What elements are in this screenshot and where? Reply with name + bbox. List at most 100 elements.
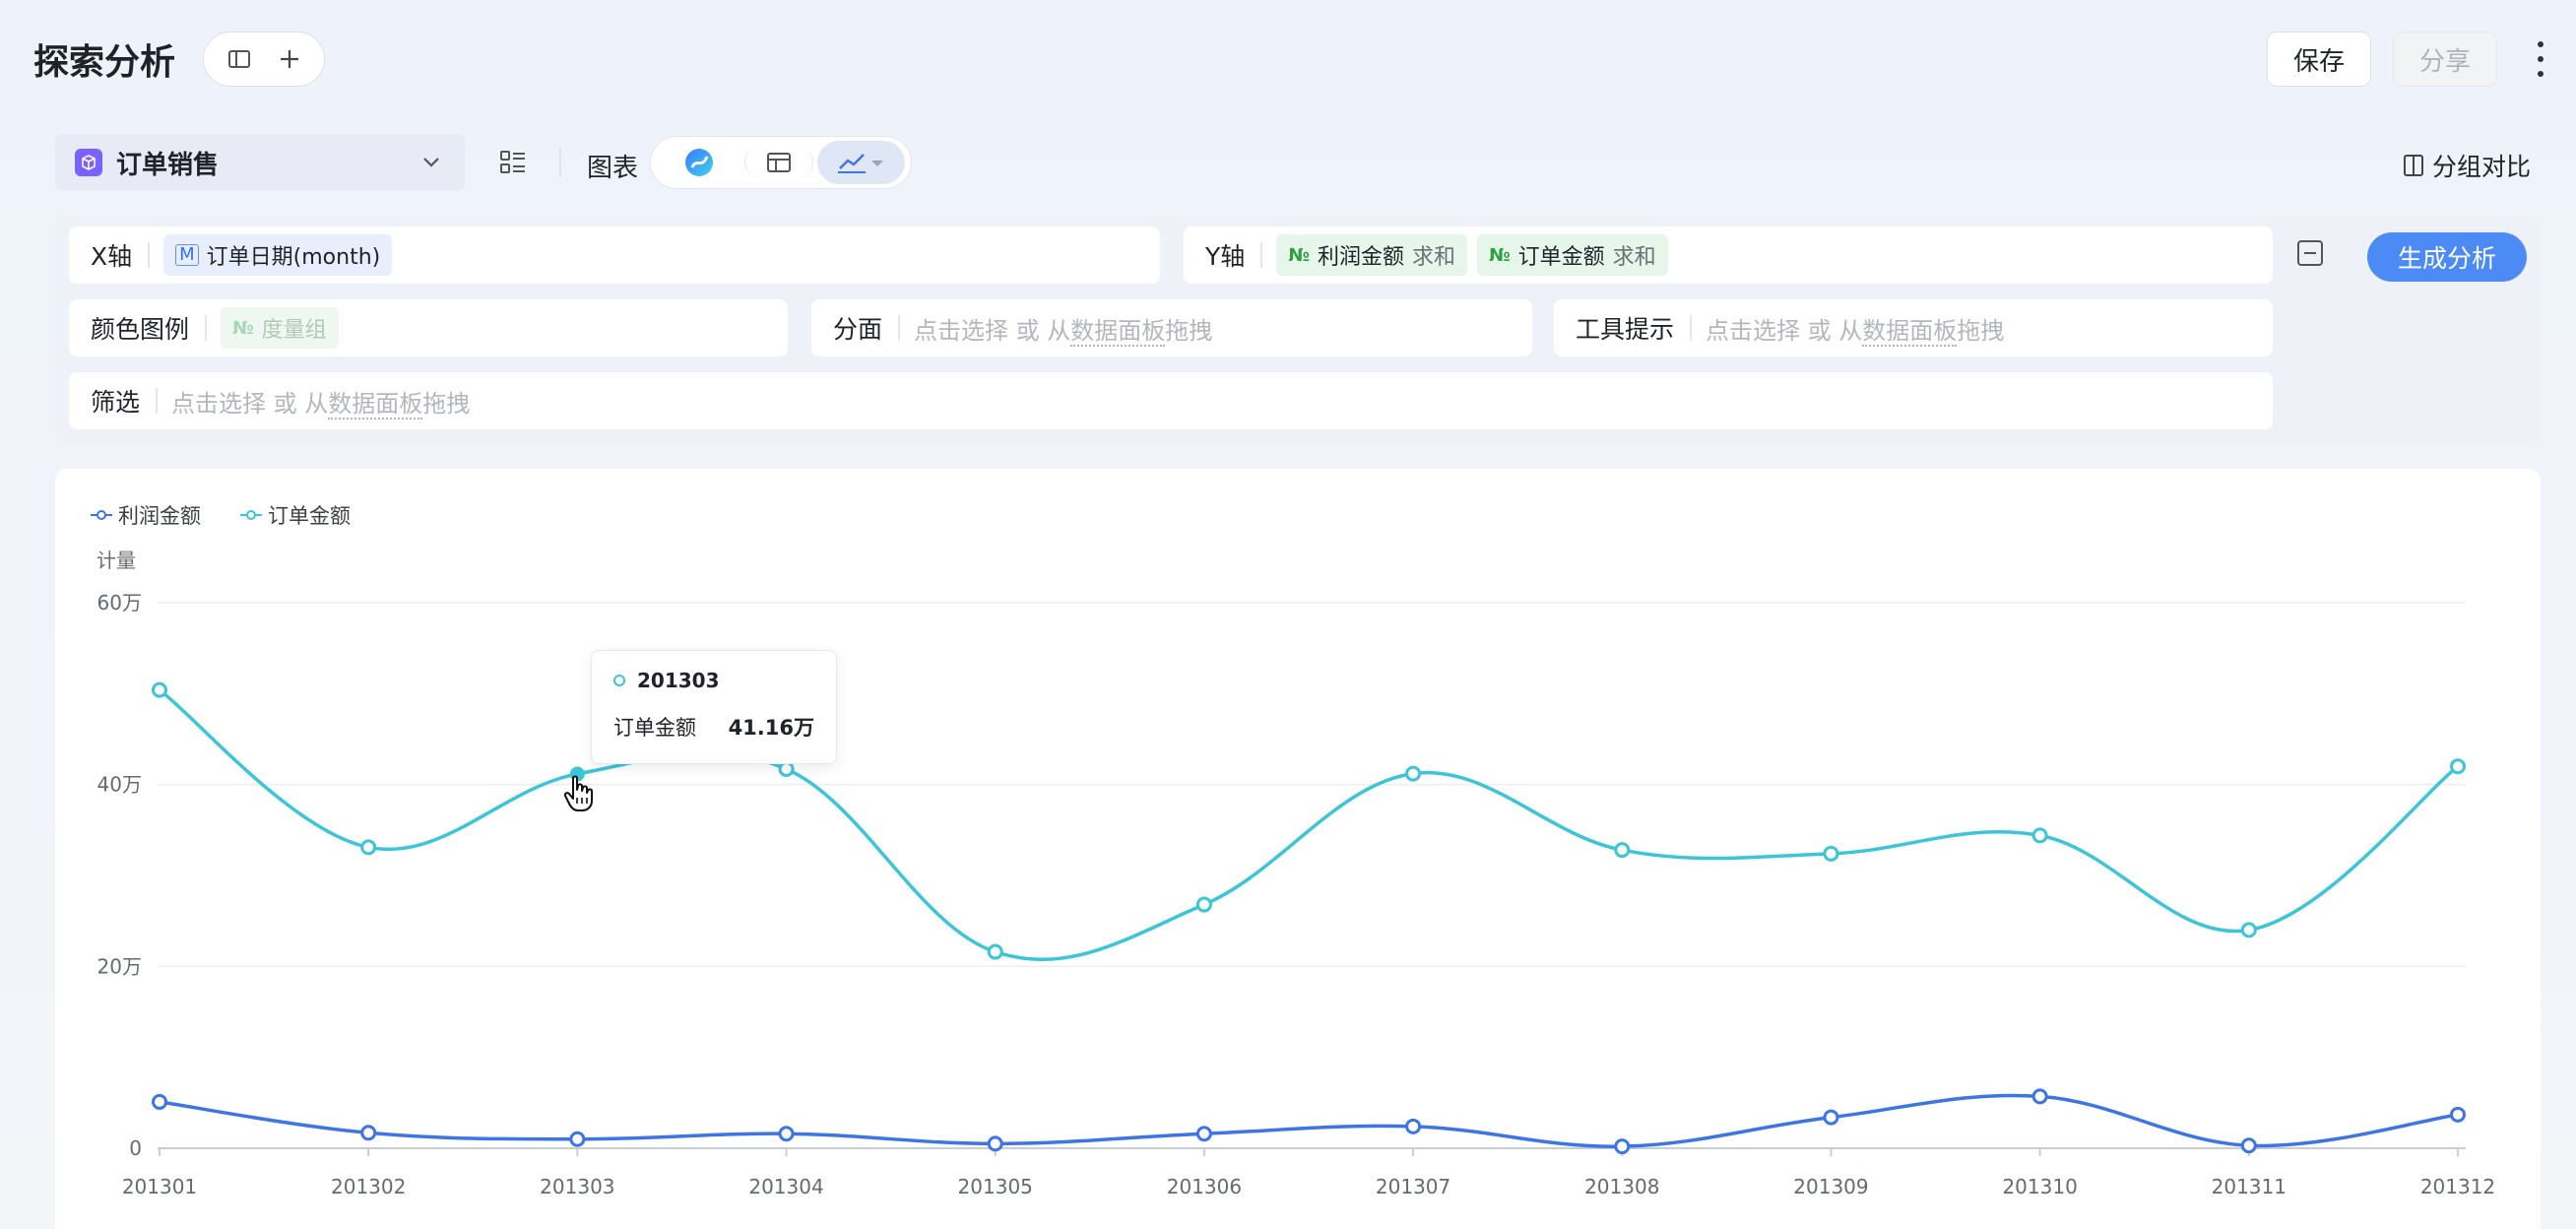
- y-tick-label: 40万: [97, 773, 142, 797]
- field-divider: [205, 315, 208, 341]
- title-tools: [203, 32, 325, 87]
- facet-field[interactable]: 分面 点击选择 或 从数据面板拖拽: [811, 299, 1532, 356]
- tooltip-placeholder: 点击选择 或 从数据面板拖拽: [1706, 316, 2005, 347]
- table-icon[interactable]: [744, 148, 813, 177]
- number-tag-icon: №: [232, 317, 254, 339]
- legend-label: 订单金额: [268, 504, 351, 528]
- x-tick-label: 201308: [1584, 1175, 1659, 1198]
- data-point: [987, 1135, 1003, 1152]
- data-point: [2240, 1137, 2257, 1154]
- x-tick-label: 201311: [2212, 1175, 2286, 1198]
- y-axis-field[interactable]: Y轴 № 利润金额 求和 № 订单金额 求和: [1184, 226, 2273, 284]
- data-point: [1405, 1118, 1422, 1134]
- legend-marker-icon: [91, 509, 112, 521]
- y-tick-label: 60万: [97, 591, 142, 614]
- legend-label: 利润金额: [118, 504, 201, 528]
- data-point: [2031, 827, 2048, 844]
- share-button[interactable]: 分享: [2393, 32, 2497, 87]
- y-tick-label: 20万: [97, 954, 142, 978]
- y-axis-pill-profit[interactable]: № 利润金额 求和: [1276, 234, 1467, 276]
- dataset-select[interactable]: 订单销售: [55, 134, 465, 191]
- data-point: [569, 1131, 586, 1147]
- more-vertical-icon[interactable]: [2533, 37, 2548, 81]
- x-tick-label: 201310: [2002, 1175, 2077, 1198]
- field-divider: [1260, 242, 1263, 268]
- data-point: [2240, 922, 2257, 938]
- data-point: [1823, 845, 1839, 862]
- field-divider: [148, 242, 151, 268]
- legend-item-profit[interactable]: 利润金额: [91, 500, 201, 530]
- color-legend-label: 颜色图例: [91, 315, 190, 344]
- x-tick-label: 201309: [1793, 1175, 1868, 1198]
- color-legend-pill[interactable]: № 度量组: [221, 307, 339, 349]
- data-point: [1614, 842, 1631, 859]
- dataset-icon: [75, 149, 102, 176]
- facet-placeholder: 点击选择 或 从数据面板拖拽: [914, 316, 1213, 347]
- x-tick-label: 201302: [331, 1175, 406, 1198]
- ai-chart-icon[interactable]: [657, 141, 741, 184]
- save-button[interactable]: 保存: [2267, 32, 2371, 87]
- color-legend-field[interactable]: 颜色图例 № 度量组: [69, 299, 788, 356]
- x-tick-label: 201305: [958, 1175, 1033, 1198]
- filter-label: 筛选: [91, 388, 141, 417]
- data-point: [360, 839, 377, 856]
- field-divider: [1690, 315, 1693, 341]
- group-compare-button[interactable]: 分组对比: [2403, 148, 2531, 183]
- data-point: [360, 1125, 377, 1141]
- x-axis-field[interactable]: X轴 M 订单日期(month): [69, 226, 1160, 284]
- aggregation-label: 求和: [1612, 245, 1656, 270]
- chart-card: [55, 469, 2541, 1229]
- x-axis-pill[interactable]: M 订单日期(month): [163, 234, 393, 276]
- plus-icon[interactable]: [278, 47, 301, 71]
- data-point: [2450, 1106, 2466, 1123]
- top-bar: 探索分析 保存 分享: [0, 0, 2576, 116]
- number-tag-icon: №: [1488, 244, 1511, 266]
- y-axis-pill-order[interactable]: № 订单金额 求和: [1476, 234, 1668, 276]
- aggregation-label: 求和: [1411, 245, 1455, 270]
- chevron-down-icon: [423, 158, 439, 167]
- chart-legend: 利润金额 订单金额: [91, 500, 351, 530]
- hand-cursor-icon: [563, 775, 593, 811]
- date-tag-icon: M: [175, 244, 199, 266]
- x-axis-label: X轴: [91, 242, 133, 271]
- tooltip-metric: 订单金额: [613, 716, 696, 740]
- x-tick-label: 201304: [748, 1175, 823, 1198]
- number-tag-icon: №: [1288, 244, 1310, 266]
- chart-tooltip: 201303 订单金额 41.16万: [591, 650, 837, 764]
- split-compare-icon: [2404, 155, 2423, 176]
- tooltip-title: 201303: [637, 669, 720, 692]
- legend-item-order[interactable]: 订单金额: [240, 500, 351, 530]
- sidebar-panel-icon[interactable]: [227, 47, 251, 71]
- y-axis-field-name: 利润金额: [1317, 245, 1404, 270]
- group-compare-label: 分组对比: [2432, 153, 2532, 181]
- data-point: [1195, 896, 1212, 913]
- color-legend-field-name: 度量组: [261, 318, 327, 343]
- data-point: [778, 1126, 795, 1142]
- data-point: [152, 681, 167, 698]
- field-list-icon[interactable]: [498, 148, 528, 177]
- filter-placeholder: 点击选择 或 从数据面板拖拽: [171, 389, 471, 420]
- x-tick-label: 201301: [122, 1175, 197, 1198]
- data-point: [1823, 1109, 1839, 1126]
- collapse-icon[interactable]: [2297, 240, 2323, 266]
- tooltip-value: 41.16万: [728, 716, 814, 740]
- x-tick-label: 201312: [2420, 1175, 2495, 1198]
- series-line-profit: [159, 1093, 2459, 1148]
- data-point: [2450, 758, 2466, 775]
- line-chart-icon[interactable]: [816, 141, 905, 184]
- x-axis-field-name: 订单日期(month): [206, 245, 381, 270]
- data-point: [987, 943, 1003, 960]
- filter-field[interactable]: 筛选 点击选择 或 从数据面板拖拽: [69, 372, 2273, 429]
- data-point: [152, 1093, 167, 1110]
- data-point: [1195, 1126, 1212, 1142]
- data-point: [2031, 1088, 2048, 1105]
- tooltip-field[interactable]: 工具提示 点击选择 或 从数据面板拖拽: [1554, 299, 2273, 356]
- data-point: [1405, 765, 1422, 782]
- y-axis-label: Y轴: [1205, 242, 1246, 271]
- generate-analysis-button[interactable]: 生成分析: [2367, 232, 2527, 282]
- series-line-order: [158, 688, 2460, 961]
- data-point: [1614, 1138, 1631, 1155]
- facet-label: 分面: [833, 315, 883, 344]
- legend-marker-icon: [240, 509, 262, 521]
